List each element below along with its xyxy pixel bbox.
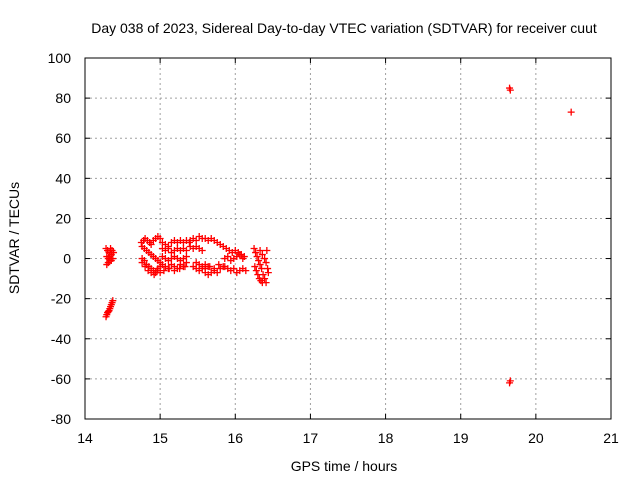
data-point bbox=[264, 265, 272, 273]
data-point bbox=[230, 265, 238, 273]
x-tick-label: 15 bbox=[152, 430, 168, 446]
data-point bbox=[165, 265, 173, 273]
data-point bbox=[160, 267, 168, 275]
data-point bbox=[224, 253, 232, 261]
data-point bbox=[242, 267, 250, 275]
y-tick-label: 40 bbox=[55, 170, 71, 186]
data-point bbox=[150, 271, 158, 279]
data-point bbox=[567, 108, 575, 116]
data-point bbox=[141, 263, 149, 271]
y-tick-label: 20 bbox=[55, 210, 71, 226]
data-point bbox=[182, 253, 190, 261]
data-point bbox=[250, 245, 258, 253]
data-point bbox=[104, 308, 112, 316]
data-point bbox=[156, 269, 164, 277]
data-point bbox=[261, 255, 269, 263]
data-point bbox=[264, 269, 272, 277]
y-tick-label: 60 bbox=[55, 130, 71, 146]
x-axis-label: GPS time / hours bbox=[291, 458, 398, 474]
data-point bbox=[109, 255, 117, 263]
y-tick-labels: -80 -60 -40 -20 0 20 40 60 80 100 bbox=[48, 50, 72, 427]
data-point bbox=[506, 377, 514, 385]
data-point bbox=[182, 259, 190, 267]
data-point bbox=[156, 235, 164, 242]
y-tick-label: -20 bbox=[51, 291, 71, 307]
data-point bbox=[181, 263, 189, 271]
y-tick-label: 80 bbox=[55, 90, 71, 106]
y-tick-label: -40 bbox=[51, 331, 71, 347]
y-tick-label: -60 bbox=[51, 371, 71, 387]
y-axis-label: SDTVAR / TECUs bbox=[6, 182, 22, 294]
plot-frame bbox=[84, 57, 612, 420]
data-point bbox=[176, 265, 184, 273]
x-tick-label: 19 bbox=[453, 430, 469, 446]
chart-title: Day 038 of 2023, Sidereal Day-to-day VTE… bbox=[91, 20, 597, 36]
grid-lines bbox=[85, 58, 611, 419]
x-tick-labels: 14 15 16 17 18 19 20 21 bbox=[77, 430, 619, 446]
data-point bbox=[263, 247, 271, 255]
x-tick-label: 18 bbox=[378, 430, 394, 446]
data-point bbox=[109, 297, 117, 305]
data-point bbox=[236, 251, 244, 259]
data-point bbox=[252, 267, 260, 275]
x-tick-label: 16 bbox=[227, 430, 243, 446]
data-point bbox=[262, 259, 270, 267]
data-point bbox=[192, 237, 200, 245]
data-point bbox=[164, 245, 172, 253]
data-point bbox=[138, 259, 146, 267]
data-point bbox=[182, 247, 190, 255]
x-tick-label: 20 bbox=[528, 430, 544, 446]
data-point bbox=[215, 261, 223, 269]
data-point bbox=[506, 86, 514, 94]
data-point bbox=[201, 261, 209, 269]
data-point bbox=[258, 251, 266, 259]
data-point bbox=[213, 269, 221, 277]
data-point bbox=[239, 255, 247, 263]
data-point bbox=[253, 253, 261, 261]
data-point bbox=[254, 271, 262, 279]
data-point bbox=[256, 247, 264, 255]
x-tick-label: 17 bbox=[303, 430, 319, 446]
data-point bbox=[198, 247, 206, 255]
data-point bbox=[258, 265, 266, 273]
data-point bbox=[255, 257, 263, 265]
y-tick-label: -80 bbox=[51, 411, 71, 427]
y-tick-label: 100 bbox=[48, 50, 72, 66]
data-point bbox=[252, 249, 260, 257]
data-point bbox=[258, 279, 266, 287]
y-tick-label: 0 bbox=[63, 251, 71, 267]
data-point bbox=[147, 241, 155, 249]
data-point bbox=[256, 261, 264, 269]
data-point bbox=[210, 265, 218, 273]
x-tick-label: 14 bbox=[77, 430, 93, 446]
data-point bbox=[170, 267, 178, 275]
data-point bbox=[107, 251, 115, 259]
data-point bbox=[206, 263, 214, 271]
data-point bbox=[251, 263, 259, 271]
data-points bbox=[102, 84, 575, 387]
x-tick-label: 21 bbox=[603, 430, 619, 446]
